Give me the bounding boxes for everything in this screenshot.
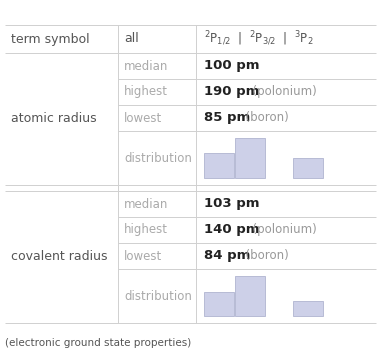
Bar [204,153,234,178]
Bar [235,276,265,316]
Text: highest: highest [124,86,168,98]
Text: (polonium): (polonium) [245,86,317,98]
Text: 190 pm: 190 pm [204,86,259,98]
Bar [204,293,234,316]
Bar [293,301,323,316]
Text: all: all [124,33,139,45]
Text: (boron): (boron) [238,249,289,262]
Text: $^{2}$P$_{1/2}$  |  $^{2}$P$_{3/2}$  |  $^{3}$P$_{2}$: $^{2}$P$_{1/2}$ | $^{2}$P$_{3/2}$ | $^{3… [204,30,314,48]
Text: 103 pm: 103 pm [204,197,259,211]
Text: 100 pm: 100 pm [204,60,259,73]
Text: distribution: distribution [124,290,192,302]
Text: (electronic ground state properties): (electronic ground state properties) [5,338,191,348]
Text: (polonium): (polonium) [245,224,317,237]
Text: 84 pm: 84 pm [204,249,250,262]
Bar [293,158,323,178]
Text: lowest: lowest [124,249,162,262]
Text: term symbol: term symbol [11,33,90,45]
Text: atomic radius: atomic radius [11,113,97,126]
Bar [235,138,265,178]
Text: highest: highest [124,224,168,237]
Text: median: median [124,60,168,73]
Text: (boron): (boron) [238,111,289,125]
Text: median: median [124,197,168,211]
Text: distribution: distribution [124,151,192,164]
Text: lowest: lowest [124,111,162,125]
Text: 85 pm: 85 pm [204,111,250,125]
Text: covalent radius: covalent radius [11,250,107,264]
Text: 140 pm: 140 pm [204,224,259,237]
